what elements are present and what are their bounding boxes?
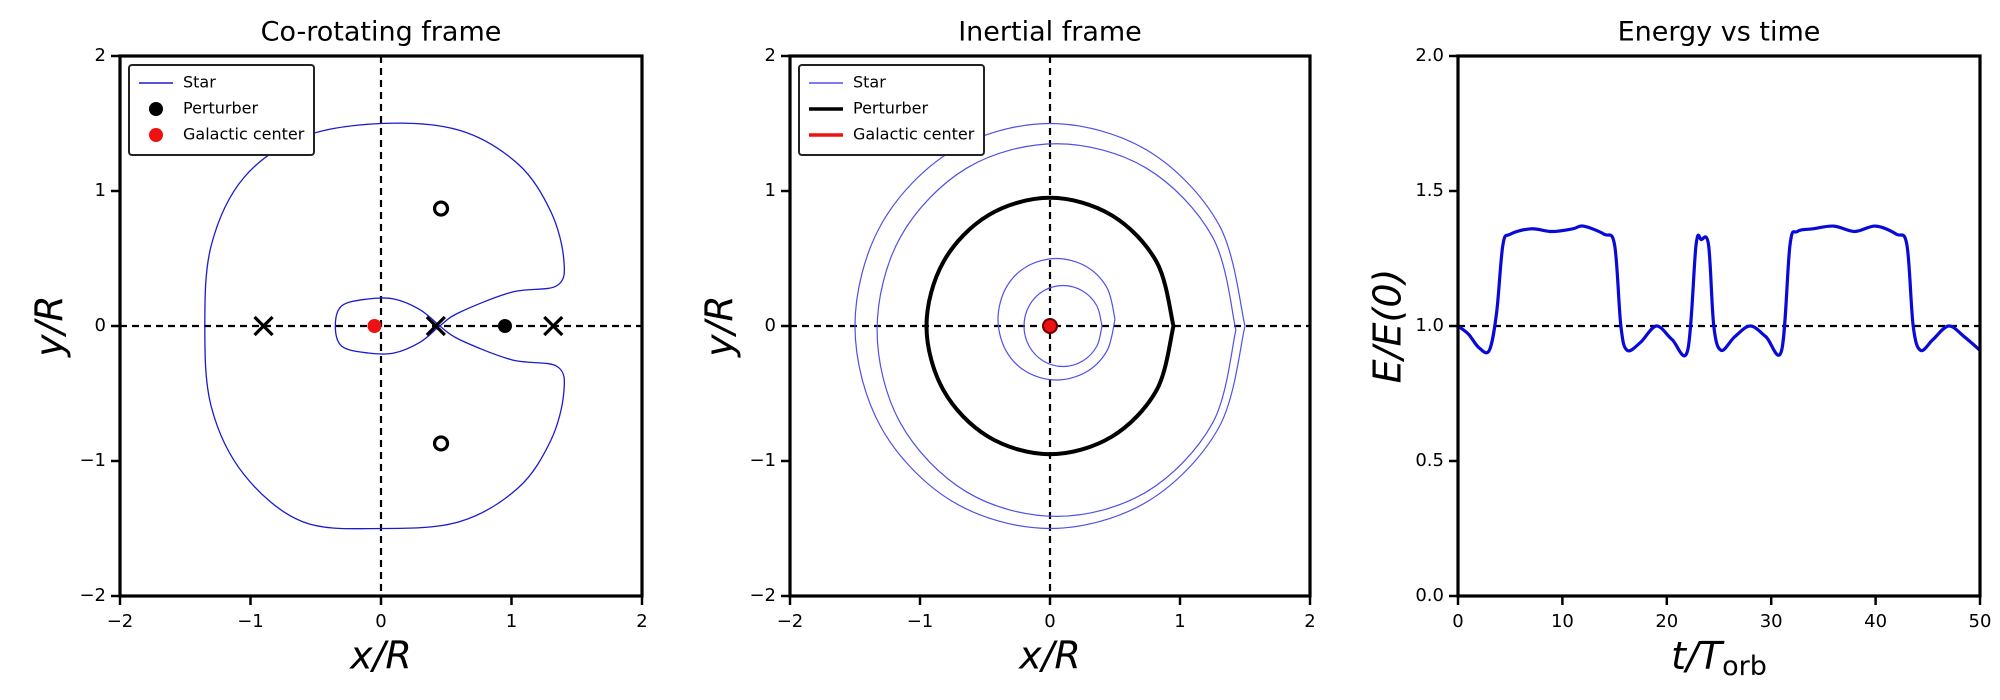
legend-swatch [149,102,163,116]
y-axis-label: y/R [28,295,72,358]
x-tick-label: 50 [1969,611,1992,632]
x-axis-label: x/R [349,634,412,678]
x-axis-label-sub: orb [1722,651,1767,682]
y-tick-label: 2 [765,45,776,66]
x-axis-label: x/R [1018,634,1081,678]
axes-frame [118,54,644,598]
y-tick-label: 0 [95,315,106,336]
x-tick-label: 10 [1551,611,1574,632]
y-tick-label: 1 [95,180,106,201]
y-tick-label: 1 [765,180,776,201]
y-axis-label: y/R [698,295,742,358]
x-marker [425,315,446,337]
x-tick-label: 0 [375,611,386,632]
plot-area [790,56,1310,596]
x-marker-stroke [425,315,446,337]
x-tick-label: −1 [907,611,934,632]
series-line [854,122,1246,530]
o-marker [432,435,450,452]
panel-title: Energy vs time [1618,17,1821,48]
x-marker [253,315,274,337]
x-tick-label: 0 [1452,611,1463,632]
legend: Star Perturber Galactic center [128,64,315,156]
y-tick-label: 1.5 [1415,180,1444,201]
legend: Star Perturber Galactic center [798,64,985,156]
series-point [497,319,512,333]
x-axis-label: t/Torb [1671,634,1767,682]
y-tick-label: −2 [79,585,106,606]
panel: Energy vs time 0 10 20 30 40 50 0.0 0.5 1.0 1.5 2.0… [1366,17,1992,682]
panel: Co-rotating frame −2 −1 0 1 2 −2 −1 0 1 2 x/R y/R Sta… [28,17,648,678]
series-line [924,195,1176,457]
legend-label: Star [183,73,216,92]
x-tick-label: 30 [1760,611,1783,632]
series-line [204,122,566,530]
legend-label: Perturber [183,99,258,118]
y-tick-label: 2 [95,45,106,66]
x-tick-label: −2 [777,611,804,632]
x-axis-label-main: t/T [1671,634,1725,678]
o-marker [432,200,450,217]
y-tick-label: 2.0 [1415,45,1444,66]
x-tick-label: 1 [506,611,517,632]
series-point [1042,318,1058,334]
series-point [367,319,382,333]
y-tick-label: −1 [749,450,776,471]
legend-label: Perturber [853,99,928,118]
x-tick-label: 20 [1655,611,1678,632]
y-tick-label: 0 [765,315,776,336]
plot-area [1458,224,1980,358]
legend-label: Galactic center [183,125,305,144]
x-tick-label: 0 [1044,611,1055,632]
legend-swatch [149,128,163,142]
y-tick-label: 1.0 [1415,315,1444,336]
y-axis-label: E/E(0) [1366,269,1410,384]
axes-frame [788,54,1312,598]
y-tick-label: −1 [79,450,106,471]
y-tick-label: 0.0 [1415,585,1444,606]
legend-label: Galactic center [853,125,975,144]
axes-frame [1456,54,1982,598]
x-tick-label: −1 [237,611,264,632]
series-line [1458,224,1980,358]
x-tick-label: 2 [636,611,647,632]
x-marker-stroke [253,315,274,337]
x-marker [543,315,564,337]
legend-box [128,64,315,156]
panel-title: Co-rotating frame [261,17,502,48]
y-tick-label: 0.5 [1415,450,1444,471]
legend-label: Star [853,73,886,92]
x-marker-stroke [543,315,564,337]
legend-box [798,64,985,156]
x-tick-label: 1 [1174,611,1185,632]
y-tick-label: −2 [749,585,776,606]
plot-area [120,56,642,596]
x-tick-label: 2 [1304,611,1315,632]
x-tick-label: −2 [107,611,134,632]
x-tick-label: 40 [1864,611,1887,632]
panel: Inertial frame −2 −1 0 1 2 −2 −1 0 1 2 x/R y/R Star Pe… [698,17,1316,678]
panel-title: Inertial frame [958,17,1142,48]
